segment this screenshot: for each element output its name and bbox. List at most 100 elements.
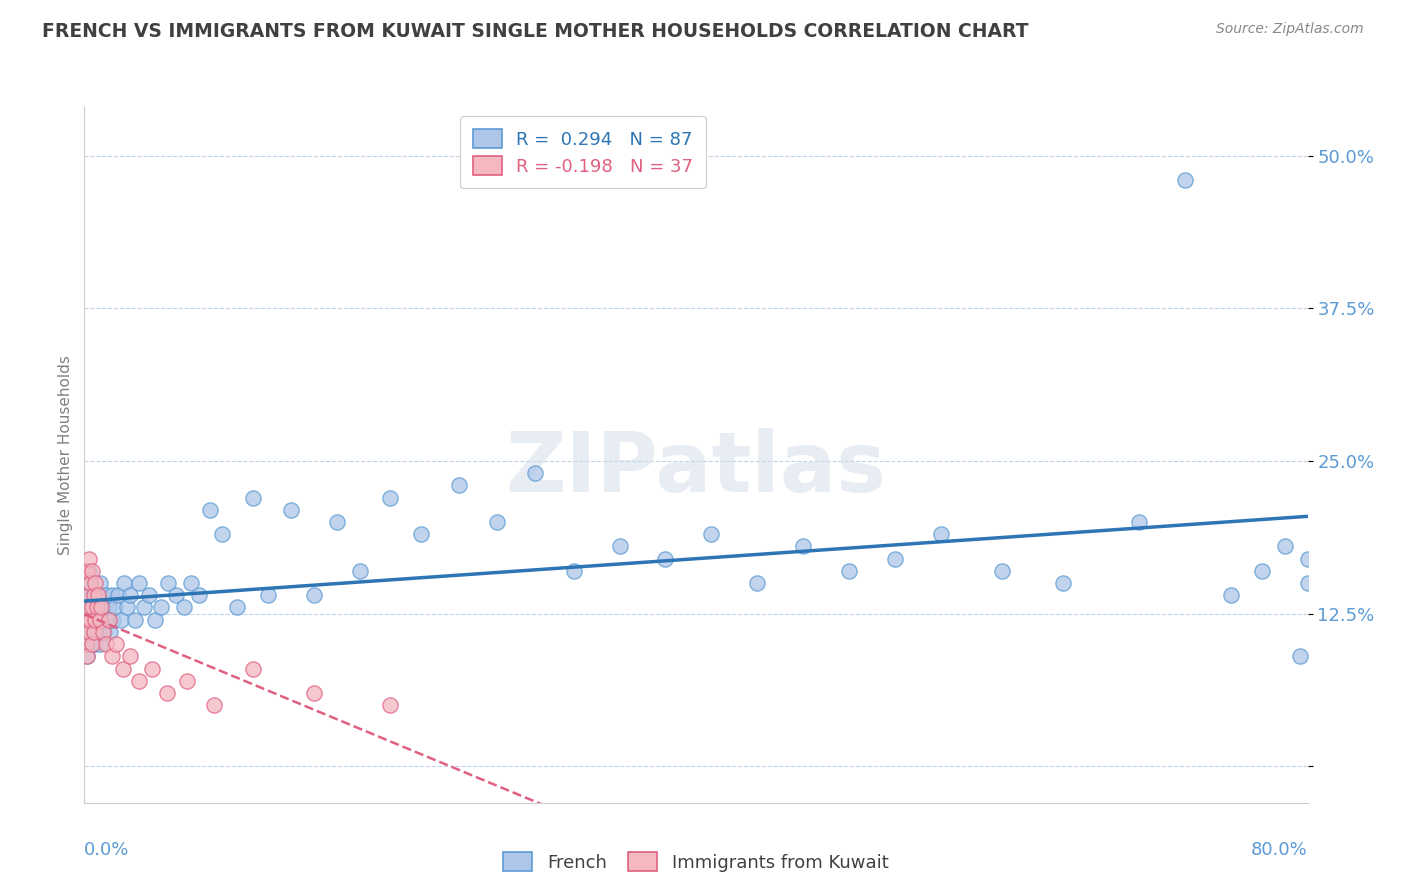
Point bbox=[89, 637, 111, 651]
Text: 80.0%: 80.0% bbox=[1251, 841, 1308, 859]
Point bbox=[77, 624, 100, 639]
Point bbox=[90, 613, 112, 627]
Point bbox=[838, 564, 860, 578]
Point bbox=[80, 613, 103, 627]
Point bbox=[143, 613, 166, 627]
Point bbox=[84, 613, 107, 627]
Point bbox=[226, 600, 249, 615]
Point bbox=[380, 698, 402, 713]
Point bbox=[77, 588, 100, 602]
Point bbox=[103, 613, 125, 627]
Y-axis label: Single Mother Households: Single Mother Households bbox=[58, 355, 73, 555]
Point bbox=[188, 588, 211, 602]
Point bbox=[91, 600, 114, 615]
Text: 0.0%: 0.0% bbox=[84, 841, 129, 859]
Point bbox=[1052, 576, 1074, 591]
Point bbox=[75, 613, 97, 627]
Point bbox=[80, 637, 103, 651]
Point bbox=[111, 661, 134, 675]
Point bbox=[84, 576, 107, 591]
Point bbox=[84, 637, 107, 651]
Point bbox=[1174, 173, 1197, 187]
Point bbox=[883, 551, 905, 566]
Point bbox=[202, 698, 225, 713]
Point bbox=[325, 515, 347, 529]
Point bbox=[447, 478, 470, 492]
Point bbox=[105, 637, 128, 651]
Point bbox=[75, 564, 97, 578]
Point bbox=[1296, 576, 1319, 591]
Point bbox=[76, 564, 98, 578]
Point bbox=[380, 491, 402, 505]
Point bbox=[83, 600, 105, 615]
Point bbox=[792, 540, 814, 554]
Point bbox=[79, 624, 101, 639]
Point bbox=[991, 564, 1014, 578]
Point bbox=[110, 613, 132, 627]
Point bbox=[97, 600, 120, 615]
Point bbox=[165, 588, 187, 602]
Point bbox=[77, 564, 100, 578]
Point bbox=[156, 686, 179, 700]
Point bbox=[76, 649, 98, 664]
Point bbox=[302, 588, 325, 602]
Legend: French, Immigrants from Kuwait: French, Immigrants from Kuwait bbox=[491, 839, 901, 884]
Point bbox=[83, 624, 105, 639]
Point bbox=[97, 613, 120, 627]
Point bbox=[75, 637, 97, 651]
Text: ZIPatlas: ZIPatlas bbox=[506, 428, 886, 509]
Point bbox=[149, 600, 172, 615]
Point bbox=[1296, 551, 1319, 566]
Point bbox=[94, 637, 117, 651]
Point bbox=[1274, 540, 1296, 554]
Point bbox=[83, 624, 105, 639]
Point bbox=[89, 576, 111, 591]
Point bbox=[86, 600, 108, 615]
Point bbox=[83, 588, 105, 602]
Point bbox=[79, 576, 101, 591]
Point bbox=[198, 503, 221, 517]
Point bbox=[75, 600, 97, 615]
Point bbox=[138, 588, 160, 602]
Point bbox=[141, 661, 163, 675]
Point bbox=[91, 624, 114, 639]
Point bbox=[124, 613, 146, 627]
Text: FRENCH VS IMMIGRANTS FROM KUWAIT SINGLE MOTHER HOUSEHOLDS CORRELATION CHART: FRENCH VS IMMIGRANTS FROM KUWAIT SINGLE … bbox=[42, 22, 1029, 41]
Point bbox=[75, 613, 97, 627]
Point bbox=[128, 673, 150, 688]
Point bbox=[302, 686, 325, 700]
Point bbox=[176, 673, 198, 688]
Point bbox=[76, 564, 98, 578]
Point bbox=[77, 613, 100, 627]
Point bbox=[76, 600, 98, 615]
Point bbox=[77, 551, 100, 566]
Point bbox=[654, 551, 676, 566]
Point bbox=[1128, 515, 1150, 529]
Point bbox=[93, 624, 115, 639]
Point bbox=[115, 600, 138, 615]
Point bbox=[101, 588, 124, 602]
Point bbox=[75, 637, 97, 651]
Point bbox=[80, 564, 103, 578]
Point bbox=[84, 588, 107, 602]
Point bbox=[87, 588, 110, 602]
Point bbox=[120, 649, 142, 664]
Point bbox=[132, 600, 155, 615]
Point bbox=[76, 624, 98, 639]
Point bbox=[1250, 564, 1272, 578]
Point bbox=[128, 576, 150, 591]
Point bbox=[86, 624, 108, 639]
Point bbox=[120, 588, 142, 602]
Point bbox=[90, 600, 112, 615]
Point bbox=[80, 588, 103, 602]
Point bbox=[929, 527, 952, 541]
Point bbox=[77, 588, 100, 602]
Point bbox=[242, 661, 264, 675]
Point bbox=[75, 576, 97, 591]
Point bbox=[86, 600, 108, 615]
Point bbox=[180, 576, 202, 591]
Point bbox=[80, 637, 103, 651]
Point bbox=[157, 576, 180, 591]
Point bbox=[349, 564, 371, 578]
Point bbox=[96, 613, 118, 627]
